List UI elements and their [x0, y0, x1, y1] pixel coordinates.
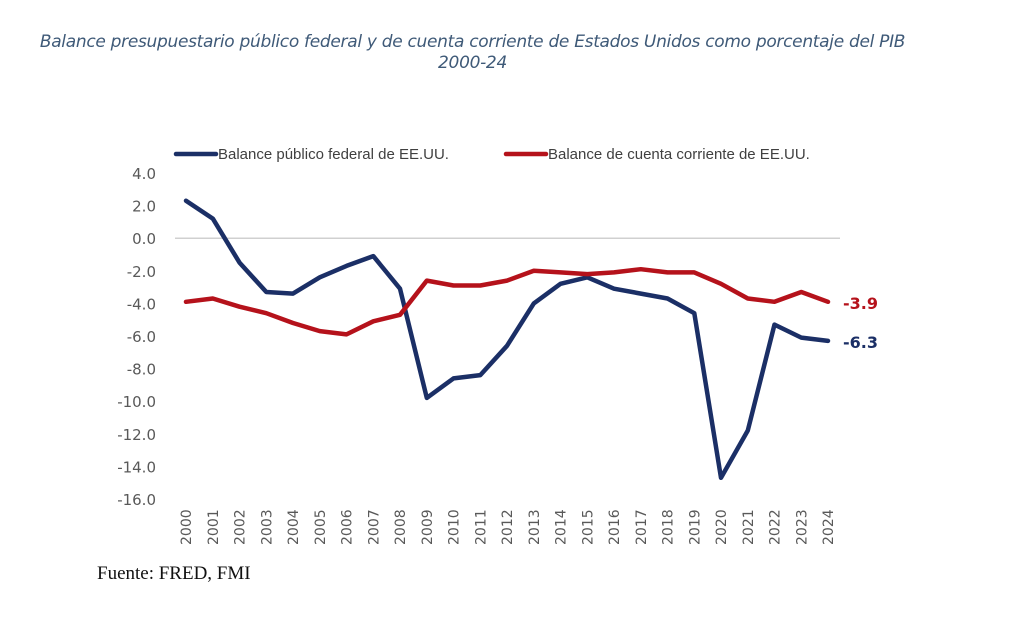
x-tick-label: 2003	[259, 509, 275, 545]
x-tick-label: 2022	[768, 509, 784, 545]
source-note: Fuente: FRED, FMI	[97, 563, 251, 584]
x-tick-label: 2017	[634, 509, 650, 545]
end-value-label: -3.9	[843, 294, 878, 313]
legend-label: Balance público federal de EE.UU.	[218, 146, 449, 163]
x-tick-label: 2007	[366, 509, 382, 545]
x-tick-label: 2023	[794, 509, 810, 545]
y-tick-label: -2.0	[127, 263, 156, 281]
x-tick-label: 2011	[473, 509, 489, 545]
x-tick-label: 2014	[554, 509, 570, 545]
series-lines	[183, 198, 831, 481]
end-labels: -6.3 -3.9	[843, 294, 878, 352]
x-tick-label: 2001	[206, 509, 222, 545]
chart-subtitle: 2000-24	[438, 53, 507, 73]
x-tick-label: 2018	[661, 509, 677, 545]
x-tick-label: 2008	[393, 509, 409, 545]
y-tick-label: -6.0	[127, 328, 156, 346]
x-tick-label: 2024	[821, 509, 837, 545]
x-axis: 2000 2001 2002 2003 2004 2005 2006 2007 2008 2009…	[179, 509, 837, 545]
y-tick-label: 0.0	[132, 230, 156, 248]
x-tick-label: 2006	[340, 509, 356, 545]
series-line-current-account	[183, 266, 831, 337]
x-tick-label: 2002	[233, 509, 249, 545]
y-tick-label: -4.0	[127, 295, 156, 313]
x-tick-label: 2005	[313, 509, 329, 545]
y-tick-label: -8.0	[127, 361, 156, 379]
y-tick-label: -10.0	[117, 393, 156, 411]
y-tick-label: 2.0	[132, 198, 156, 216]
x-tick-label: 2012	[500, 509, 516, 545]
x-tick-label: 2013	[527, 509, 543, 545]
x-tick-label: 2009	[420, 509, 436, 545]
y-tick-label: -12.0	[117, 426, 156, 444]
legend: Balance público federal de EE.UU. Balance…	[173, 146, 810, 163]
end-value-label: -6.3	[843, 333, 878, 352]
x-tick-label: 2015	[580, 509, 596, 545]
y-tick-label: -16.0	[117, 491, 156, 509]
x-tick-label: 2004	[286, 509, 302, 545]
y-tick-label: -14.0	[117, 458, 156, 476]
x-tick-label: 2000	[179, 509, 195, 545]
y-tick-label: 4.0	[132, 165, 156, 183]
x-tick-label: 2019	[687, 509, 703, 545]
chart-title: Balance presupuestario público federal y…	[39, 32, 906, 52]
legend-label: Balance de cuenta corriente de EE.UU.	[548, 146, 810, 163]
x-tick-label: 2021	[741, 509, 757, 545]
chart-title-block: Balance presupuestario público federal y…	[0, 32, 945, 74]
x-tick-label: 2020	[714, 509, 730, 545]
y-axis: 4.0 2.0 0.0 -2.0 -4.0 -6.0 -8.0 -10.0 -12.0 -14.0…	[117, 165, 156, 509]
series-line-federal-balance	[183, 198, 831, 481]
x-tick-label: 2010	[447, 509, 463, 545]
x-tick-label: 2016	[607, 509, 623, 545]
